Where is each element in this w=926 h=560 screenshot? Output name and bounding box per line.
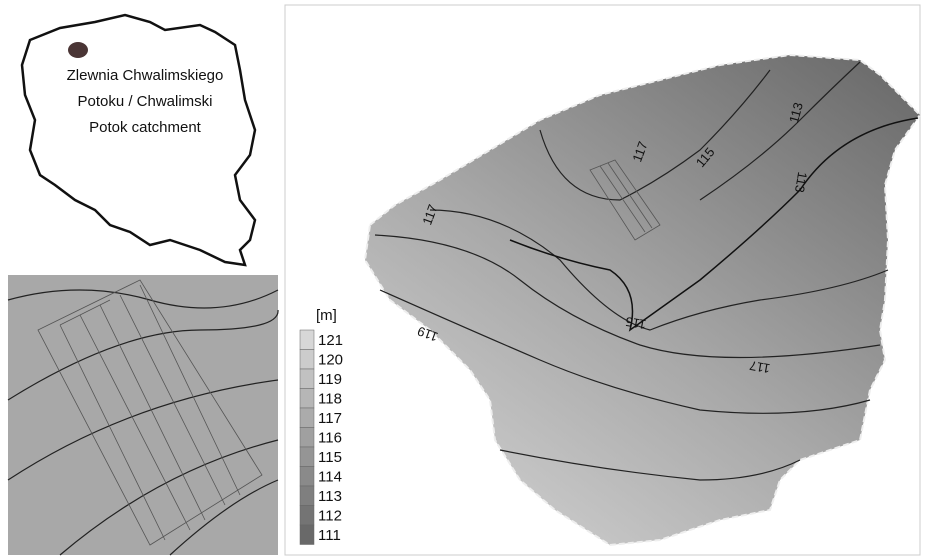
legend-label: 115 [318,449,342,466]
legend-unit: [m] [316,307,337,324]
legend-swatch [299,368,315,389]
legend-label: 114 [318,468,342,485]
legend-label: 118 [318,390,342,407]
legend-swatch [299,329,315,350]
inset-label: Potok catchment [89,119,202,136]
legend-label: 113 [318,488,342,505]
contour-label: 115 [624,314,647,332]
legend-label: 119 [318,371,342,388]
contours [374,61,919,481]
contour-label: 119 [415,323,440,344]
legend-swatch [299,505,315,526]
contour-label: 117 [419,202,440,227]
contour-label: 113 [792,171,810,194]
legend-swatch [299,485,315,506]
legend-swatch [299,446,315,467]
legend-swatch [299,466,315,487]
legend-swatch [299,388,315,409]
catchment [363,53,922,547]
contour-label: 113 [786,101,806,125]
contour-label: 117 [748,358,771,376]
legend-label: 111 [318,527,341,544]
inset-label: Potoku / Chwalimski [77,93,212,110]
legend-label: 120 [318,351,343,368]
legend-label: 116 [318,429,342,446]
legend-swatch [299,407,315,428]
inset-label: Zlewnia Chwalimskiego [67,67,224,84]
legend-label: 117 [318,410,342,427]
country-outline [20,13,257,267]
legend-swatch [299,349,315,370]
detail-contours [7,279,279,556]
legend-swatch [299,427,315,448]
legend-swatch [299,524,315,545]
legend-label: 112 [318,507,342,524]
legend-label: 121 [318,332,343,349]
detail-map [8,275,278,555]
contour-label: 117 [629,139,650,164]
location-dot [68,42,88,58]
